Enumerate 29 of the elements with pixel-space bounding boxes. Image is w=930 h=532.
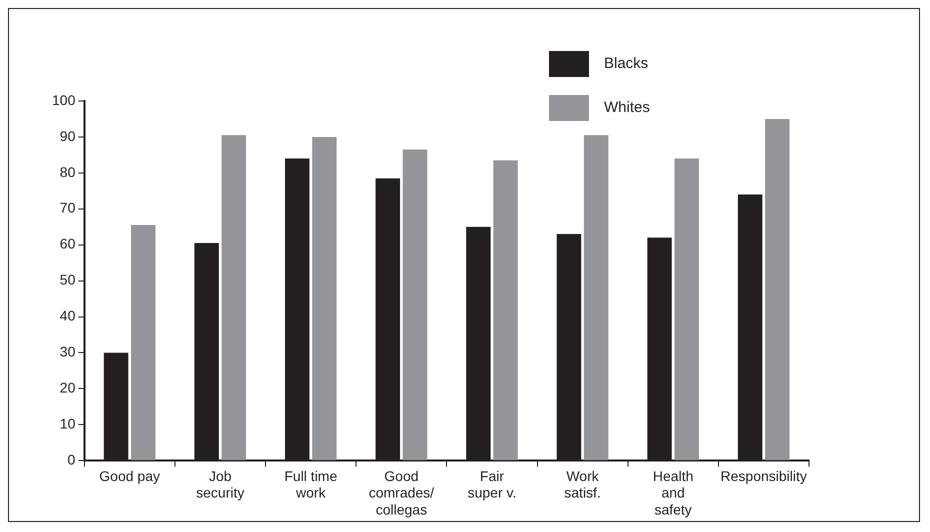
- x-tick-label: Health and safety: [652, 468, 694, 518]
- x-tick-label: Full time work: [284, 468, 338, 501]
- bar: [131, 225, 156, 460]
- x-tick-label: Good comrades/ collegas: [368, 468, 434, 518]
- y-tick-label: 40: [60, 308, 76, 324]
- bar: [674, 158, 699, 460]
- y-tick-label: 90: [60, 128, 76, 144]
- y-tick-label: 0: [68, 451, 76, 468]
- x-tick-label: Good pay: [99, 468, 160, 484]
- x-tick-label: Job security: [196, 468, 244, 501]
- x-tick-label: Fair super v.: [468, 468, 516, 501]
- bar: [765, 118, 790, 460]
- bar: [222, 135, 246, 460]
- bar: [493, 160, 518, 460]
- x-tick-label: Responsibility: [720, 468, 807, 484]
- y-tick-label: 30: [60, 344, 76, 360]
- y-tick-label: 60: [60, 236, 76, 252]
- bar: [312, 136, 337, 460]
- y-tick-label: 100: [52, 92, 76, 108]
- bar: [402, 150, 428, 460]
- y-tick-label: 80: [60, 164, 76, 180]
- y-tick-label: 70: [60, 200, 76, 216]
- legend-label: Blacks: [604, 55, 648, 72]
- y-tick-label: 20: [60, 380, 76, 396]
- x-tick-label: Work satisf.: [564, 468, 601, 501]
- bar: [584, 135, 608, 460]
- y-tick-label: 10: [60, 416, 76, 432]
- legend-label: Whites: [604, 99, 650, 116]
- y-tick-label: 50: [60, 272, 76, 288]
